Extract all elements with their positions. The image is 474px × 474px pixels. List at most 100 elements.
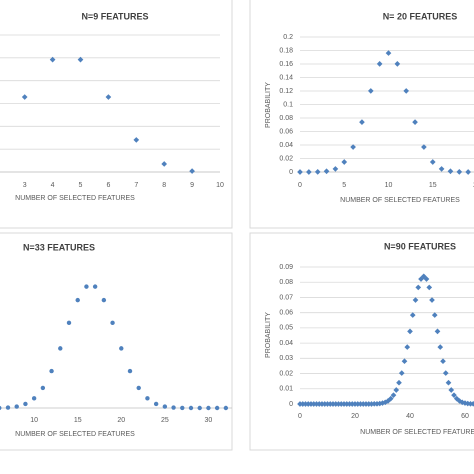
chart: N=33 FEATURES00.020.040.060.080.10.120.1… xyxy=(0,242,256,438)
point xyxy=(232,406,236,410)
point xyxy=(404,344,411,350)
x-tick-label: 35 xyxy=(248,417,256,424)
y-axis-label: PROBABILITY xyxy=(265,312,272,358)
y-tick-label: 0.01 xyxy=(279,386,293,393)
point xyxy=(442,370,449,376)
x-tick-label: 10 xyxy=(216,182,224,189)
y-tick-label: 0.18 xyxy=(279,47,293,54)
y-tick-label: 0.04 xyxy=(279,340,293,347)
point xyxy=(197,405,202,411)
chart: N= 20 FEATURES 0 0.02 0.04 0.06 0.08 0.1 0.12 0.… xyxy=(265,11,474,204)
x-tick-label: 8 xyxy=(162,182,166,189)
y-tick-label: 0.14 xyxy=(279,74,293,81)
point xyxy=(429,297,435,303)
point xyxy=(341,159,348,165)
point xyxy=(456,169,463,175)
y-tick-label: 0.06 xyxy=(279,310,293,317)
y-tick-label: 0.02 xyxy=(279,370,293,377)
point xyxy=(5,405,11,410)
point xyxy=(440,358,446,365)
x-tick-label: 6 xyxy=(106,182,110,189)
point xyxy=(31,396,37,401)
point xyxy=(101,297,107,303)
point xyxy=(367,88,374,94)
point xyxy=(21,94,28,100)
y-axis-label: PROBABILITY xyxy=(265,82,272,128)
point xyxy=(189,168,195,174)
x-tick-label: 60 xyxy=(461,413,469,420)
point xyxy=(66,320,72,326)
point xyxy=(445,379,452,386)
x-tick-label: 40 xyxy=(406,413,414,420)
panel xyxy=(0,0,233,229)
y-tick-label: 0.2 xyxy=(283,34,293,41)
x-tick-label: 10 xyxy=(385,182,393,189)
point xyxy=(332,166,339,172)
point xyxy=(350,144,356,150)
chart-title: N=9 FEATURES xyxy=(81,11,148,21)
point xyxy=(84,284,89,289)
y-tick-label: 0.03 xyxy=(279,355,293,362)
point xyxy=(105,94,112,100)
point xyxy=(214,405,220,411)
y-tick-label: 0.1 xyxy=(283,101,293,108)
y-tick-label: 0.04 xyxy=(279,142,293,149)
point xyxy=(412,297,419,303)
point xyxy=(423,276,430,282)
point xyxy=(387,395,394,402)
point xyxy=(58,346,63,351)
chart-title: N=33 FEATURES xyxy=(23,242,95,252)
point xyxy=(145,396,150,401)
point xyxy=(401,358,408,365)
x-tick-label: 3 xyxy=(23,182,27,189)
x-tick-label: 5 xyxy=(79,182,83,189)
y-tick-label: 0.12 xyxy=(279,88,293,95)
chart: N=9 FEATURES00.050.10.150.20.250.3012345… xyxy=(0,11,224,202)
point xyxy=(133,137,140,143)
y-tick-label: 0.05 xyxy=(279,325,293,332)
x-tick-label: 15 xyxy=(74,417,82,424)
point xyxy=(306,169,312,175)
chart-title: N=90 FEATURES xyxy=(384,241,456,251)
point xyxy=(161,161,168,167)
x-axis-label: NUMBER OF SELECTED FEATURES xyxy=(15,195,135,202)
point xyxy=(437,344,444,350)
panel xyxy=(249,0,474,229)
point xyxy=(409,312,416,318)
y-tick-label: 0.02 xyxy=(279,155,293,162)
point xyxy=(376,61,383,67)
point xyxy=(398,370,405,376)
point xyxy=(188,405,194,411)
x-tick-label: 30 xyxy=(205,417,213,424)
point xyxy=(153,401,159,407)
y-tick-label: 0 xyxy=(289,169,293,176)
y-tick-label: 0.08 xyxy=(279,115,293,122)
point xyxy=(470,401,474,407)
point xyxy=(438,166,445,172)
point xyxy=(119,346,124,351)
x-tick-label: 25 xyxy=(161,417,169,424)
point xyxy=(171,405,176,410)
point xyxy=(434,328,441,335)
point xyxy=(206,405,211,411)
point xyxy=(110,320,115,326)
point xyxy=(429,159,436,165)
point xyxy=(390,392,397,398)
point xyxy=(323,168,330,175)
point xyxy=(14,404,19,409)
point xyxy=(127,368,133,374)
point xyxy=(23,401,28,407)
point xyxy=(359,119,365,125)
x-tick-label: 20 xyxy=(351,413,359,420)
y-tick-label: 0.06 xyxy=(279,128,293,135)
point xyxy=(0,405,2,410)
point xyxy=(49,368,54,374)
x-tick-label: 0 xyxy=(298,413,302,420)
x-tick-label: 0 xyxy=(298,182,302,189)
point xyxy=(92,284,98,289)
x-tick-label: 7 xyxy=(134,182,138,189)
x-tick-label: 4 xyxy=(51,182,55,189)
x-axis-label: NUMBER OF SELECTED FEATURES xyxy=(360,429,474,436)
point xyxy=(396,379,402,386)
